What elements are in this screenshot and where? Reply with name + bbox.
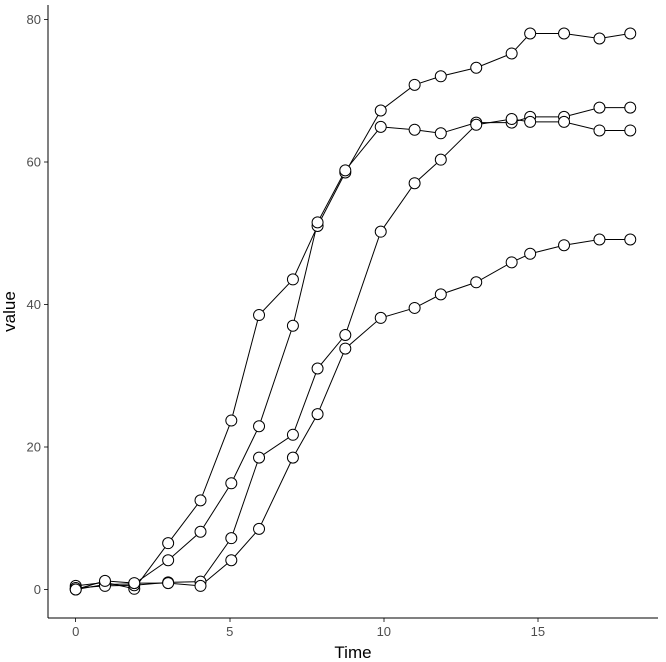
series-1-point <box>593 32 606 45</box>
series-3-point <box>374 225 387 238</box>
series-2-point <box>593 101 606 114</box>
series-3-point <box>558 115 571 128</box>
series-2-line <box>75 107 631 590</box>
series-4-point <box>593 233 606 246</box>
series-1-point <box>162 537 175 550</box>
series-1-point <box>286 273 299 286</box>
y-axis-ticks: 0 20 40 60 80 <box>27 12 48 597</box>
series-1-point <box>470 61 483 74</box>
series-4-point <box>286 451 299 464</box>
series-1-point <box>374 104 387 117</box>
series-4-point <box>558 239 571 252</box>
x-tick-label: 15 <box>531 624 545 639</box>
series-4-point <box>624 233 637 246</box>
series-3-point <box>524 115 537 128</box>
series-3-point <box>286 428 299 441</box>
series-4-point <box>162 577 175 590</box>
series-4-point <box>505 256 518 269</box>
series-1-point <box>408 78 421 91</box>
y-axis-title: value <box>0 291 19 332</box>
series-layer <box>75 33 631 590</box>
series-4-point <box>253 522 266 535</box>
series-3-point <box>505 113 518 126</box>
series-2-point <box>408 123 421 136</box>
series-4-point <box>408 301 421 314</box>
series-3-point <box>253 451 266 464</box>
series-1-point <box>505 47 518 60</box>
series-2-point <box>339 164 352 177</box>
series-4-point <box>524 247 537 260</box>
series-2-point <box>434 127 447 140</box>
series-4-point <box>69 583 82 596</box>
series-1-point <box>194 494 207 507</box>
series-1-point <box>253 309 266 322</box>
x-tick-label: 5 <box>226 624 233 639</box>
y-tick-label: 40 <box>27 297 41 312</box>
series-4-point <box>434 288 447 301</box>
series-4-point <box>374 311 387 324</box>
series-4-point <box>311 408 324 421</box>
series-1-point <box>524 27 537 40</box>
series-3-point <box>339 329 352 342</box>
series-4-point <box>128 577 141 590</box>
series-3-point <box>470 118 483 131</box>
y-tick-label: 80 <box>27 12 41 27</box>
series-2-point <box>624 101 637 114</box>
series-3-line <box>75 118 631 589</box>
series-4-point <box>225 554 238 567</box>
series-2-point <box>286 319 299 332</box>
series-3-point <box>624 124 637 137</box>
series-3-point <box>311 362 324 375</box>
x-tick-label: 0 <box>72 624 79 639</box>
series-1-point <box>434 70 447 83</box>
series-3-point <box>225 532 238 545</box>
y-tick-label: 60 <box>27 154 41 169</box>
series-1-point <box>225 414 238 427</box>
series-3-point <box>593 124 606 137</box>
series-1-point <box>558 27 571 40</box>
series-4-line <box>75 239 631 590</box>
series-4-point <box>339 342 352 355</box>
series-2-point <box>253 420 266 433</box>
series-3-point <box>408 177 421 190</box>
series-2-point <box>162 554 175 567</box>
series-4-point <box>98 574 111 587</box>
series-4-point <box>194 579 207 592</box>
x-axis-ticks: 0 5 10 15 <box>72 618 545 639</box>
x-tick-label: 10 <box>377 624 391 639</box>
series-2-point <box>311 216 324 229</box>
x-axis-title: Time <box>334 643 371 662</box>
y-tick-label: 0 <box>34 582 41 597</box>
series-2-point <box>374 120 387 133</box>
series-1-point <box>624 27 637 40</box>
series-4-point <box>470 276 483 289</box>
series-3-point <box>434 153 447 166</box>
series-2-point <box>225 477 238 490</box>
points-layer <box>69 27 637 596</box>
y-tick-label: 20 <box>27 439 41 454</box>
series-2-point <box>194 525 207 538</box>
